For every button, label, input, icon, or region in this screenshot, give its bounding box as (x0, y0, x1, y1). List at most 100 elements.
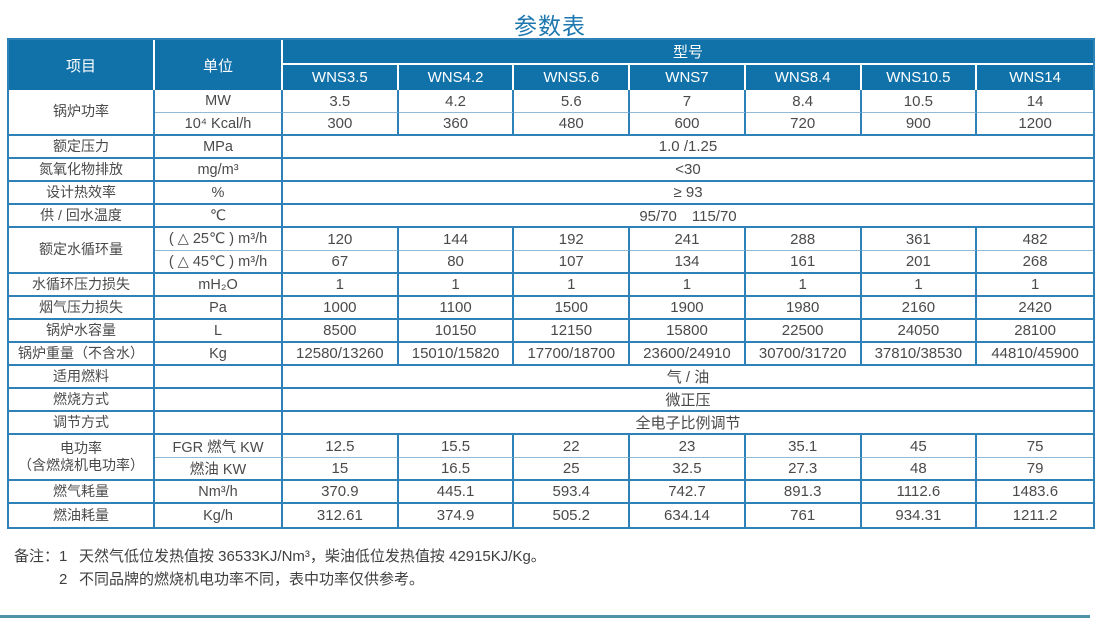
row-label: 水循环压力损失 (9, 274, 155, 297)
unit-cell (155, 366, 283, 389)
merged-value-cell: 微正压 (283, 389, 1093, 412)
unit-cell: % (155, 182, 283, 205)
unit-cell: L (155, 320, 283, 343)
note-number: 1 (59, 548, 68, 565)
unit-cell: MPa (155, 136, 283, 159)
model-column-header: WNS8.4 (745, 65, 862, 90)
merged-value-cell: ≥ 93 (283, 182, 1093, 205)
unit-cell: Kg/h (155, 504, 283, 527)
unit-cell: MW (155, 90, 283, 113)
value-cell: 891.3 (745, 481, 862, 504)
unit-cell: 10⁴ Kcal/h (155, 113, 283, 136)
value-cell: 1980 (745, 297, 862, 320)
value-cell: 505.2 (514, 504, 631, 527)
value-cell: 268 (977, 251, 1093, 274)
note-item: 2 不同品牌的燃烧机电功率不同，表中功率仅供参考。 (59, 568, 546, 591)
value-cell: 1 (514, 274, 631, 297)
value-cell: 79 (977, 458, 1093, 481)
table-row: 锅炉重量（不含水） Kg 12580/13260 15010/15820 17700/1… (9, 343, 1093, 366)
row-label: 设计热效率 (9, 182, 155, 205)
model-column-header: WNS3.5 (283, 65, 399, 90)
value-cell: 15 (283, 458, 399, 481)
note-item: 1 天然气低位发热值按 36533KJ/Nm³，柴油低位发热值按 42915KJ/… (59, 545, 546, 568)
value-cell: 1 (283, 274, 399, 297)
model-column-header: WNS14 (977, 65, 1093, 90)
value-cell: 23600/24910 (630, 343, 746, 366)
value-cell: 370.9 (283, 481, 399, 504)
value-cell: 30700/31720 (745, 343, 862, 366)
value-cell: 75 (977, 435, 1093, 458)
value-cell: 23 (630, 435, 746, 458)
row-label: 额定水循环量 (9, 228, 155, 274)
table-row: 锅炉功率 MW 3.5 4.2 5.6 7 8.4 10.5 14 (9, 90, 1093, 136)
header-group-row: 项目 单位 型号 (9, 40, 1093, 90)
unit-cell: Pa (155, 297, 283, 320)
value-cell: 4.2 (398, 90, 515, 113)
note-number: 2 (59, 571, 68, 589)
model-column-header: WNS7 (630, 65, 746, 90)
model-header-row: WNS3.5 WNS4.2 WNS5.6 WNS7 WNS8.4 WNS10.5 WNS14 (9, 65, 1093, 90)
value-cell: 361 (861, 228, 978, 251)
value-cell: 1000 (283, 297, 399, 320)
row-label: 燃气耗量 (9, 481, 155, 504)
parameter-table: 项目 单位 型号 WNS3.5 WNS4.2 WNS5.6 WNS7 WNS8.4 WNS… (7, 38, 1095, 529)
value-cell: 44810/45900 (977, 343, 1093, 366)
table-row: 锅炉水容量 L 8500 10150 12150 15800 22500 24050 28100 (9, 320, 1093, 343)
unit-cell: 燃油 KW (155, 458, 283, 481)
value-cell: 8500 (283, 320, 399, 343)
value-cell: 1 (745, 274, 862, 297)
footer-divider-line (0, 615, 1090, 618)
value-cell: 80 (398, 251, 515, 274)
value-cell: 10150 (398, 320, 515, 343)
value-cell: 634.14 (630, 504, 746, 527)
value-cell: 288 (745, 228, 862, 251)
value-cell: 1211.2 (977, 504, 1093, 527)
table-row: 电功率 （含燃烧机电功率） FGR 燃气 KW 12.5 15.5 22 23 35.1 45… (9, 435, 1093, 481)
value-cell: 12580/13260 (283, 343, 399, 366)
value-cell: 22 (514, 435, 631, 458)
table-row: 水循环压力损失 mH₂O 1 1 1 1 1 1 1 (9, 274, 1093, 297)
table-row: 10⁴ Kcal/h 300 360 480 600 720 900 1200 (9, 113, 1093, 136)
table-body: 锅炉功率 MW 3.5 4.2 5.6 7 8.4 10.5 14 10⁴ Kcal/h 300 36… (9, 90, 1093, 527)
value-cell: 445.1 (398, 481, 515, 504)
merged-value-cell: 95/70 115/70 (283, 205, 1093, 228)
value-cell: 12.5 (283, 435, 399, 458)
value-cell: 480 (514, 113, 631, 136)
value-cell: 45 (861, 435, 978, 458)
value-cell: 2420 (977, 297, 1093, 320)
table-row: 调节方式 全电子比例调节 (9, 412, 1093, 435)
unit-cell: FGR 燃气 KW (155, 435, 283, 458)
table-row: 燃气耗量 Nm³/h 370.9 445.1 593.4 742.7 891.3 1112.6… (9, 481, 1093, 504)
unit-cell: Kg (155, 343, 283, 366)
value-cell: 120 (283, 228, 399, 251)
table-row: 额定水循环量( △ 25℃ ) m³/h 120 144 192 241 288 361 48… (9, 228, 1093, 274)
model-column-header: WNS4.2 (398, 65, 515, 90)
unit-cell: ( △ 45℃ ) m³/h (155, 251, 283, 274)
unit-cell: Nm³/h (155, 481, 283, 504)
value-cell: 144 (398, 228, 515, 251)
unit-cell: mH₂O (155, 274, 283, 297)
value-cell: 300 (283, 113, 399, 136)
value-cell: 48 (861, 458, 978, 481)
note-text: 天然气低位发热值按 36533KJ/Nm³，柴油低位发热值按 42915KJ/K… (79, 548, 546, 565)
value-cell: 32.5 (630, 458, 746, 481)
unit-cell: ℃ (155, 205, 283, 228)
value-cell: 1 (630, 274, 746, 297)
value-cell: 15800 (630, 320, 746, 343)
value-cell: 25 (514, 458, 631, 481)
value-cell: 10.5 (861, 90, 978, 113)
row-label: 电功率 （含燃烧机电功率） (9, 435, 155, 481)
value-cell: 12150 (514, 320, 631, 343)
value-cell: 35.1 (745, 435, 862, 458)
row-label: 调节方式 (9, 412, 155, 435)
notes-label: 备注： (14, 548, 60, 565)
value-cell: 16.5 (398, 458, 515, 481)
value-cell: 360 (398, 113, 515, 136)
row-label: 锅炉功率 (9, 90, 155, 136)
unit-cell: mg/m³ (155, 159, 283, 182)
value-cell: 600 (630, 113, 746, 136)
model-column-header: WNS10.5 (861, 65, 978, 90)
unit-cell: ( △ 25℃ ) m³/h (155, 228, 283, 251)
value-cell: 28100 (977, 320, 1093, 343)
